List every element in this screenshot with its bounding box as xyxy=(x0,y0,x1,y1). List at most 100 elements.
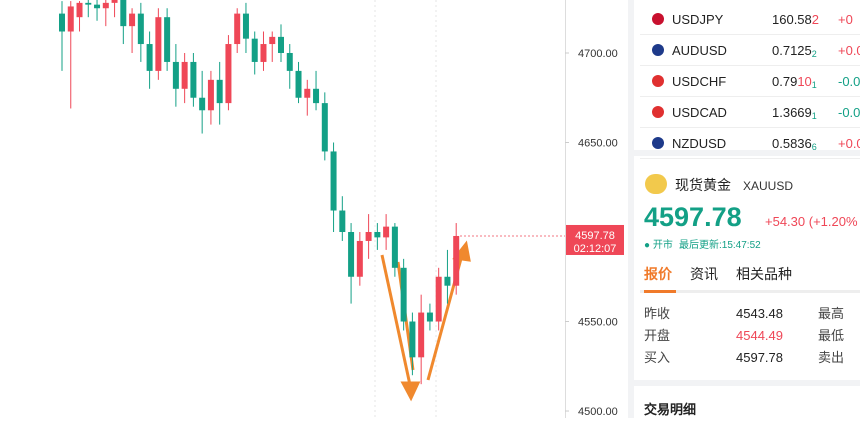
change: +0.0 xyxy=(838,136,860,151)
price-main: 1.3669 xyxy=(772,105,812,120)
candle-body xyxy=(286,52,293,71)
price-main: 160.58 xyxy=(772,12,812,27)
updated: 最后更新:15:47:52 xyxy=(679,238,761,251)
candle-body xyxy=(409,321,416,358)
candle-body xyxy=(444,276,451,286)
price-main: 0.5836 xyxy=(772,136,812,151)
candle-body xyxy=(120,0,127,27)
candle-body xyxy=(278,36,284,53)
candle-body xyxy=(269,36,276,45)
stat-label: 最高 xyxy=(818,306,844,321)
candle-body xyxy=(164,17,171,62)
candle-body xyxy=(251,38,258,62)
candle-body xyxy=(356,240,363,277)
price: 1.36691 xyxy=(772,105,817,121)
candle-body xyxy=(391,226,398,268)
price: 0.79101 xyxy=(772,74,817,90)
price-sub: 1 xyxy=(812,80,817,90)
flag xyxy=(652,106,664,118)
y-tick-label: 4500.00 xyxy=(578,406,618,418)
candle-body xyxy=(313,88,320,104)
candle-body xyxy=(181,61,188,89)
candle-body xyxy=(295,70,302,98)
price-sub: 2 xyxy=(812,49,817,59)
tab-underline xyxy=(644,290,676,293)
panel-gap xyxy=(634,380,860,386)
candle-body xyxy=(234,13,241,45)
panel-gap xyxy=(634,150,860,156)
inst-name: 现货黄金 xyxy=(675,177,731,193)
arrow xyxy=(380,254,412,386)
symbol: USDCHF xyxy=(672,74,726,89)
candle-body xyxy=(260,44,267,62)
price-sub: 6 xyxy=(812,142,817,152)
symbol: NZDUSD xyxy=(672,136,726,151)
price: 160.582 xyxy=(772,12,819,27)
stat-value: 4543.48 xyxy=(736,306,783,321)
stat-label: 买入 xyxy=(644,350,670,365)
candle-body xyxy=(435,276,442,322)
inst-price: 4597.78 xyxy=(644,202,742,232)
stat-value: 4544.49 xyxy=(736,328,783,343)
stat-value: 4597.78 xyxy=(736,350,783,365)
status: ● 开市 xyxy=(644,238,673,251)
candle-body xyxy=(67,6,74,32)
price-sub: 1 xyxy=(812,111,817,121)
price-digit: 10 xyxy=(797,74,811,89)
candle-body xyxy=(225,44,232,104)
candle-body xyxy=(111,0,118,3)
price-main: 0.7125 xyxy=(772,43,812,58)
change: +0.0 xyxy=(838,43,860,58)
flag xyxy=(652,75,664,87)
candle-body xyxy=(418,312,425,358)
candle-body xyxy=(85,2,92,5)
change: -0.0 xyxy=(838,74,860,89)
tab-track xyxy=(640,290,860,293)
stat-label: 昨收 xyxy=(644,306,670,321)
candle-body xyxy=(207,79,214,111)
candle-body xyxy=(365,232,372,241)
candle-body xyxy=(102,2,109,9)
candle-body xyxy=(94,4,101,9)
candle-body xyxy=(321,103,328,152)
arrow-head xyxy=(400,381,421,402)
price: 0.71252 xyxy=(772,43,817,59)
price-main: 0.79 xyxy=(772,74,797,89)
flag xyxy=(652,44,664,56)
y-tick-label: 4550.00 xyxy=(578,317,618,329)
y-tick-label: 4650.00 xyxy=(578,137,618,149)
last-price-label: 4597.78 xyxy=(575,230,615,242)
candle-body xyxy=(199,97,206,111)
change: +0 xyxy=(838,12,853,27)
panel-gap xyxy=(628,0,634,418)
candle-body xyxy=(129,13,136,27)
tab[interactable]: 相关品种 xyxy=(736,266,792,282)
symbol: USDJPY xyxy=(672,12,724,27)
section-title: 交易明细 xyxy=(644,402,696,417)
stat-label: 卖出 xyxy=(818,350,844,365)
y-tick-label: 4700.00 xyxy=(578,48,618,60)
candle-body xyxy=(339,210,346,233)
candle-body xyxy=(383,226,390,238)
symbol: AUDUSD xyxy=(672,43,727,58)
countdown: 02:12:07 xyxy=(574,243,617,255)
flag xyxy=(652,13,664,25)
side-panel: USDJPY160.582+0AUDUSD0.71252+0.0USDCHF0.… xyxy=(634,12,860,417)
candle-body xyxy=(216,79,223,104)
candle-body xyxy=(330,151,337,211)
candle-body xyxy=(59,13,65,32)
candle-body xyxy=(400,267,407,322)
inst-code: XAUUSD xyxy=(743,179,793,193)
candles: 4700.00 4650.00 4550.00 4500.00 4597.7802:12… xyxy=(59,0,624,418)
candle-body xyxy=(146,44,153,71)
candle-body xyxy=(348,232,355,277)
candle-body xyxy=(374,232,381,238)
tab[interactable]: 资讯 xyxy=(690,266,718,282)
candle-body xyxy=(426,312,433,322)
candle-body xyxy=(76,2,83,18)
candle-body xyxy=(172,61,179,89)
tab[interactable]: 报价 xyxy=(644,266,673,282)
